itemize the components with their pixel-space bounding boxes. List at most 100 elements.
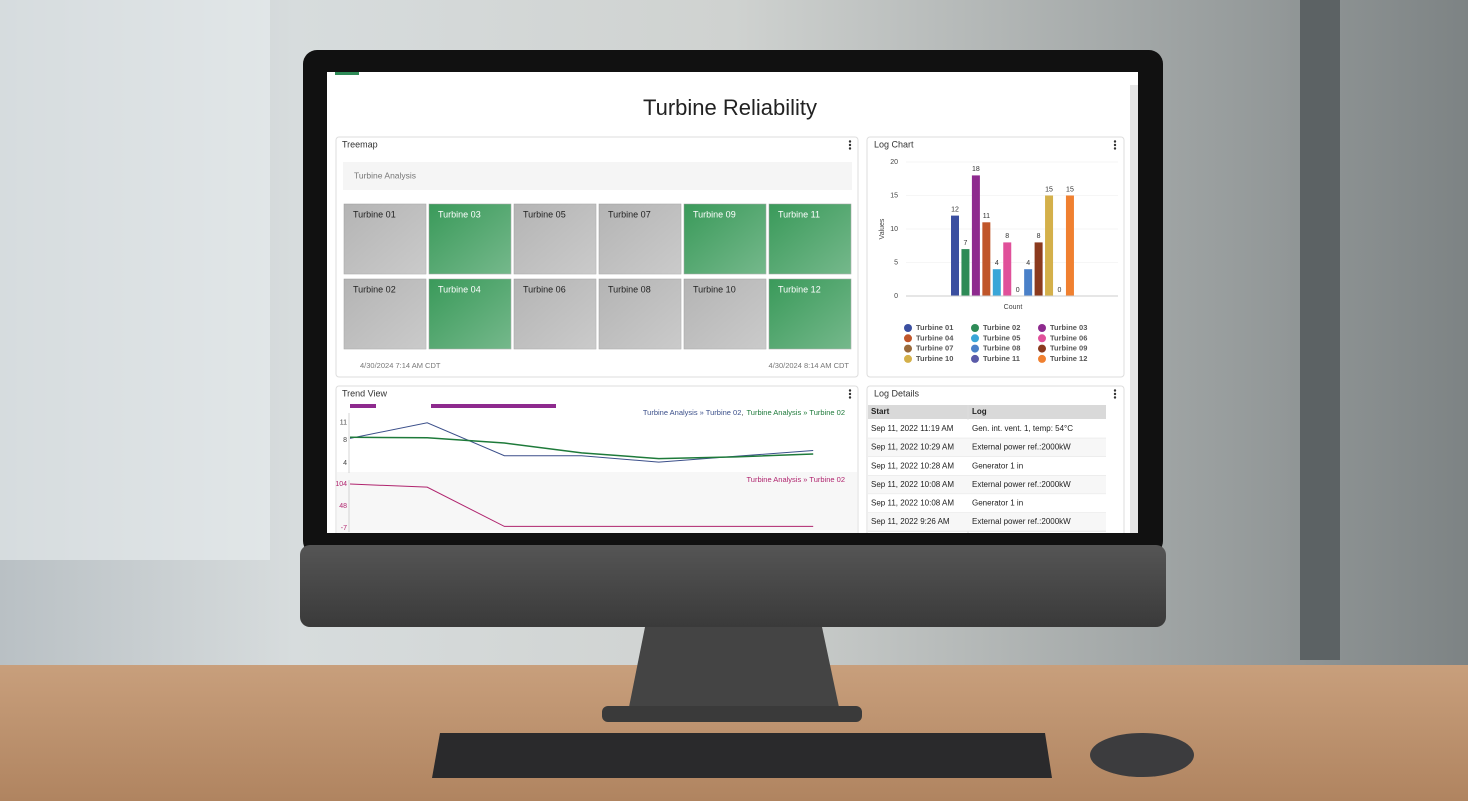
tile-sheen bbox=[769, 279, 851, 349]
bar bbox=[1065, 195, 1074, 296]
tile-sheen bbox=[514, 204, 596, 274]
legend-label: Turbine 02 bbox=[983, 323, 1020, 332]
table-row[interactable] bbox=[868, 512, 1106, 532]
y-tick-label: 11 bbox=[340, 420, 347, 427]
legend-label: Turbine 09 bbox=[1050, 344, 1087, 353]
panel bbox=[866, 136, 1125, 378]
table-row[interactable] bbox=[868, 456, 1106, 476]
pillar bbox=[1300, 0, 1340, 660]
y-axis-label: Values bbox=[879, 218, 886, 239]
bar bbox=[971, 175, 980, 296]
tile-label: Turbine 04 bbox=[438, 284, 481, 294]
legend-label: Turbine 03 bbox=[1050, 323, 1087, 332]
cell: External power ref.:2000kW bbox=[972, 443, 1071, 452]
bar-label: 0 bbox=[1058, 287, 1062, 294]
monitor-chin bbox=[300, 545, 1166, 627]
menu-dot[interactable] bbox=[848, 396, 852, 399]
menu-dot[interactable] bbox=[848, 147, 852, 150]
y-tick-label: 20 bbox=[890, 159, 898, 166]
menu-tab bbox=[335, 72, 359, 75]
legend-label: Turbine 05 bbox=[983, 333, 1020, 342]
tile-sheen bbox=[344, 279, 426, 349]
legend-label: Turbine 08 bbox=[983, 344, 1020, 353]
bar-label: 8 bbox=[1005, 233, 1009, 240]
y-tick-label: 8 bbox=[343, 437, 347, 444]
time-end: 4/30/2024 8:14 AM CDT bbox=[769, 361, 850, 370]
bar bbox=[982, 222, 991, 296]
menu-dot[interactable] bbox=[1113, 392, 1117, 396]
legend-swatch bbox=[1038, 334, 1046, 343]
bar-label: 15 bbox=[1045, 186, 1053, 193]
tile-label: Turbine 01 bbox=[353, 209, 396, 219]
cell: Sep 11, 2022 10:08 AM bbox=[871, 499, 954, 508]
legend-swatch bbox=[1038, 324, 1046, 332]
tile-sheen bbox=[684, 279, 766, 349]
scrollbar bbox=[1130, 85, 1138, 533]
menu-dot[interactable] bbox=[848, 389, 852, 392]
menu-dot[interactable] bbox=[848, 143, 852, 147]
bar bbox=[951, 215, 959, 296]
bar-label: 0 bbox=[1016, 287, 1020, 294]
menu-dot[interactable] bbox=[848, 392, 852, 396]
tile-label: Turbine 09 bbox=[693, 209, 736, 219]
treemap-subtitle: Turbine Analysis bbox=[354, 170, 416, 180]
table-row[interactable] bbox=[868, 419, 1106, 439]
x-axis-label: Count bbox=[1004, 304, 1023, 311]
tile-label: Turbine 08 bbox=[608, 284, 651, 294]
legend-swatch bbox=[971, 324, 979, 332]
tile-label: Turbine 03 bbox=[438, 209, 481, 219]
cell: Sep 11, 2022 10:29 AM bbox=[871, 443, 954, 452]
bar-label: 7 bbox=[963, 240, 967, 247]
bar bbox=[1034, 242, 1043, 296]
trend-legend: Turbine Analysis » Turbine 02 bbox=[746, 475, 845, 484]
legend-swatch bbox=[904, 324, 912, 332]
treemap-header bbox=[343, 162, 852, 190]
table-row[interactable] bbox=[868, 475, 1106, 495]
cell: External power ref.:2000kW bbox=[972, 480, 1071, 489]
legend-label: Turbine 11 bbox=[983, 354, 1020, 363]
trend-line bbox=[349, 483, 814, 527]
tile-label: Turbine 11 bbox=[778, 209, 820, 219]
screen: Turbine Reliability Treemap Log Chart Tren… bbox=[327, 72, 1138, 533]
range-bar bbox=[350, 404, 376, 408]
mouse bbox=[1090, 733, 1194, 777]
cell: External power ref.:2000kW bbox=[972, 517, 1071, 526]
menu-dot[interactable] bbox=[1113, 396, 1117, 399]
tile-label: Turbine 02 bbox=[353, 284, 396, 294]
bar bbox=[961, 249, 970, 296]
bar bbox=[1045, 195, 1054, 296]
tile-sheen bbox=[344, 204, 426, 274]
menu-dot[interactable] bbox=[1113, 147, 1117, 150]
legend-swatch bbox=[904, 334, 912, 343]
dashboard-title: Turbine Reliability bbox=[643, 95, 817, 120]
table-row[interactable] bbox=[868, 438, 1106, 457]
bar bbox=[1003, 242, 1012, 296]
column-header: Log bbox=[972, 407, 987, 416]
menu-dot[interactable] bbox=[1113, 389, 1117, 392]
y-tick-label: 10 bbox=[890, 226, 898, 233]
column-header: Start bbox=[871, 407, 890, 416]
tile-label: Turbine 10 bbox=[693, 284, 736, 294]
legend-label: Turbine 10 bbox=[916, 354, 953, 363]
legend-label: Turbine 06 bbox=[1050, 333, 1087, 342]
tile-sheen bbox=[684, 204, 766, 274]
monitor-base bbox=[602, 706, 862, 722]
y-tick-label: -7 bbox=[341, 525, 347, 532]
series-name: Turbine Analysis » Turbine 02 bbox=[746, 408, 845, 417]
separator: , bbox=[741, 408, 743, 417]
panel-title: Treemap bbox=[342, 139, 378, 149]
bar bbox=[992, 269, 1001, 296]
y-tick-label: 104 bbox=[335, 481, 347, 488]
legend-swatch bbox=[1038, 354, 1046, 363]
menu-dot[interactable] bbox=[1113, 143, 1117, 147]
bar-label: 4 bbox=[1026, 260, 1030, 267]
menu-dot[interactable] bbox=[848, 140, 852, 143]
cell: Generator 1 in bbox=[972, 499, 1023, 508]
y-tick-label: 5 bbox=[894, 259, 898, 266]
legend-swatch bbox=[971, 354, 979, 363]
table-row[interactable] bbox=[868, 494, 1106, 513]
legend-label: Turbine 07 bbox=[916, 344, 953, 353]
menu-dot[interactable] bbox=[1113, 140, 1117, 143]
legend-swatch bbox=[1038, 344, 1046, 353]
